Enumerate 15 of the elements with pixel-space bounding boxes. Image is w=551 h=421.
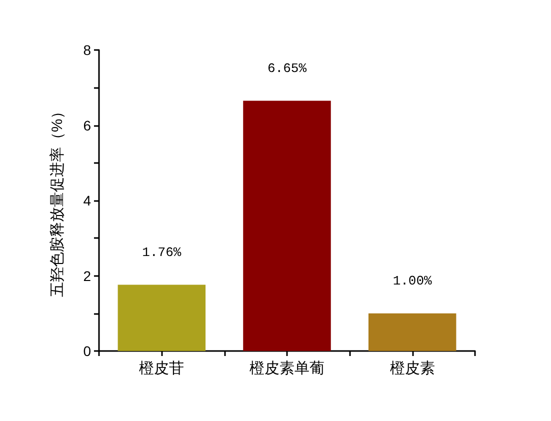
data-label: 1.76%: [142, 244, 182, 260]
y-axis-title: 五羟色胺释放量促进率（%）: [49, 104, 66, 298]
bar: [368, 313, 456, 351]
data-label: 1.00%: [392, 273, 432, 288]
data-label: 6.65%: [267, 60, 307, 76]
x-tick-label: 橙皮素: [390, 360, 435, 377]
y-tick-label: 8: [83, 42, 92, 58]
y-tick-label: 2: [83, 268, 92, 284]
bar: [118, 284, 206, 351]
y-tick-label: 6: [83, 117, 92, 134]
x-tick-label: 橙皮苷: [139, 360, 184, 377]
bar: [243, 100, 331, 351]
y-tick-label: 0: [83, 343, 92, 359]
y-tick-label: 4: [83, 192, 92, 208]
x-tick-label: 橙皮素单葡: [250, 360, 324, 377]
